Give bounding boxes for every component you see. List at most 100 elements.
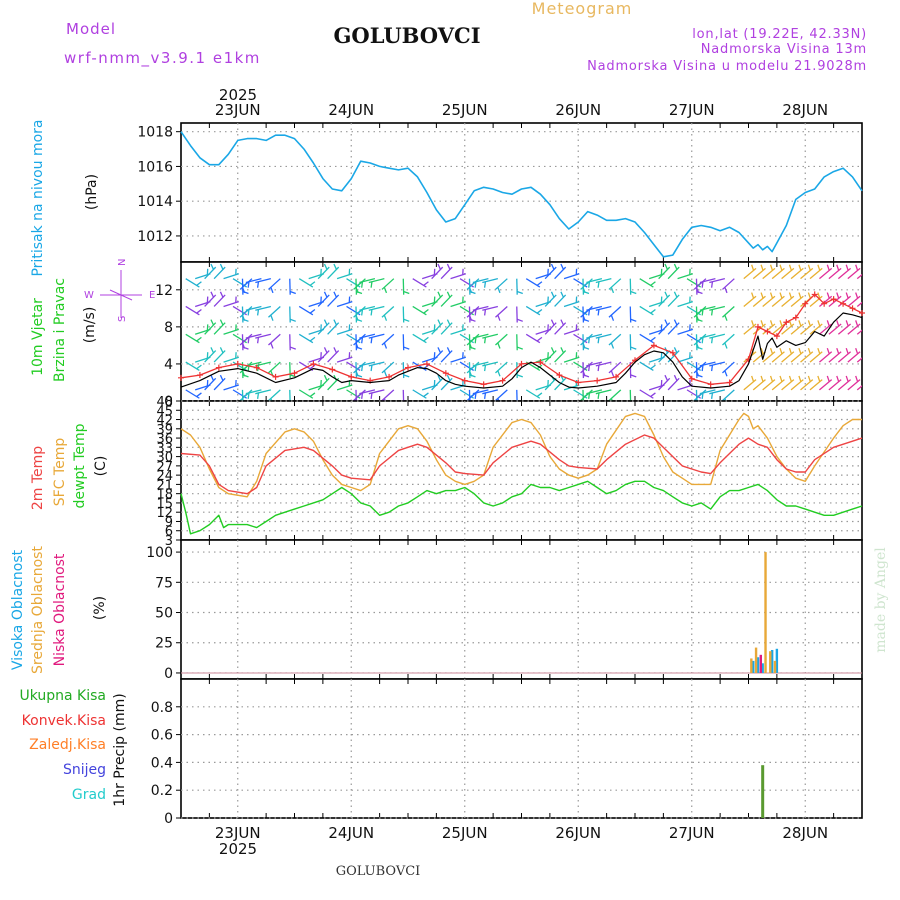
compass-south: S <box>117 316 128 322</box>
top-date-label: 23JUN <box>215 101 261 119</box>
legend-freezing-rain: Zaledj.Kisa <box>29 737 106 753</box>
gust-marker <box>849 305 856 312</box>
wind-barb-flag <box>610 314 615 321</box>
wind-barb-flag <box>403 374 410 378</box>
y-tick-label: 9 <box>165 515 173 530</box>
wind-barb-flag <box>673 374 678 381</box>
wind-barb-flag <box>256 392 260 399</box>
wind-barb-flag <box>423 281 429 286</box>
wind-barb-flag <box>247 337 250 344</box>
wind-barb-flag <box>817 320 821 327</box>
gust-marker <box>650 342 657 349</box>
wind-barb-flag <box>323 291 328 298</box>
temp-2m-line <box>180 434 863 495</box>
panel-frame <box>180 122 863 263</box>
wind-barb-flag <box>751 375 755 382</box>
temp2m-ylabel: 2m Temp <box>30 446 46 510</box>
bottom-date-labels: 23JUN 24JUN 25JUN 26JUN 27JUN 28JUN <box>215 824 828 842</box>
wind-barb-flag <box>724 314 728 321</box>
top-date-label: 26JUN <box>555 101 601 119</box>
wind-barb-flag <box>760 292 764 299</box>
wind-barb-flag <box>468 314 473 321</box>
y-tick-label: 15 <box>156 497 173 512</box>
gust-marker <box>461 377 468 384</box>
year-top: 2025 <box>219 86 257 104</box>
cloud-low-ylabel: Niska Oblacnost <box>52 553 68 666</box>
wind-barb-flag <box>468 287 473 294</box>
wind-barb-flag <box>588 281 591 288</box>
wind-barb-flag <box>270 287 274 294</box>
wind-barb-flag <box>474 309 477 316</box>
wind-barb-flag <box>219 291 224 298</box>
wind-barb-flag <box>309 309 316 314</box>
top-date-label: 27JUN <box>669 101 715 119</box>
bottom-date-label: 26JUN <box>555 824 601 842</box>
cloud-bar <box>770 649 774 673</box>
wind-barb-flag <box>468 342 473 349</box>
wind-barb-flag <box>560 319 565 326</box>
wind-barb-flag <box>710 309 714 316</box>
wind-barb-flag <box>289 290 296 295</box>
top-date-label: 24JUN <box>328 101 374 119</box>
wind-barb-flag <box>361 309 364 316</box>
y-tick-label: 0.4 <box>151 755 173 771</box>
product-title: Meteogram <box>532 0 633 18</box>
wind-ylabel-1: 10m Vjetar <box>30 298 46 376</box>
legend-convective-rain: Konvek.Kisa <box>22 713 106 729</box>
wind-barb-flag <box>836 320 840 327</box>
wind-barb-flag <box>788 347 793 355</box>
y-tick-label: 1018 <box>137 125 173 141</box>
footer-station: GOLUBOVCI <box>336 864 421 879</box>
cloud-bar <box>773 660 777 673</box>
wind-barb-flag <box>210 291 215 298</box>
wind-barb-flag <box>724 287 728 294</box>
y-tick-label: 21 <box>156 478 173 493</box>
wind-barb-flag <box>701 392 704 399</box>
model-elevation-label: Nadmorska Visina u modelu 21.9028m <box>587 59 867 74</box>
wind-barb-flag <box>497 314 501 321</box>
wind-barb-flag <box>550 319 555 326</box>
wind-barb-flag <box>219 319 224 326</box>
gust-marker <box>291 370 298 377</box>
cloud-bar <box>756 657 760 673</box>
legend-snow: Snijeg <box>63 762 106 778</box>
wind-barb-flag <box>403 346 410 350</box>
wind-barb-flag <box>323 319 328 326</box>
y-tick-label: 18 <box>156 488 173 503</box>
wind-barb-flag <box>323 374 328 381</box>
tempsfc-ylabel: SFC Temp <box>52 438 68 507</box>
y-tick-label: 27 <box>156 460 173 475</box>
wind-barb-flag <box>536 392 543 398</box>
wind-barb-flag <box>779 375 783 382</box>
wind-barb-flag <box>516 374 523 378</box>
wind-barb-flag <box>807 320 811 327</box>
wind-barb-flag <box>701 309 704 316</box>
gust-marker <box>386 373 393 380</box>
wind-barb-flag <box>560 291 565 298</box>
wind-barb-flag <box>865 293 867 299</box>
wind-barb-flag <box>309 392 316 398</box>
y-tick-label: 45 <box>156 404 173 419</box>
y-tick-label: 0 <box>164 811 173 827</box>
compass-north: N <box>117 259 128 266</box>
wind-barb-flag <box>323 347 328 354</box>
y-tick-label: 30 <box>156 451 173 466</box>
wind-barb-flag <box>355 342 359 349</box>
wind-barb-flag <box>241 314 246 321</box>
wind-barb-flag <box>710 337 714 344</box>
wind-barb-flag <box>474 281 477 288</box>
wind-barb-flag <box>383 370 388 377</box>
wind-barb <box>856 273 862 280</box>
wind-barb-flag <box>724 342 728 349</box>
wind-barb-flag <box>355 370 359 377</box>
gust-marker <box>442 370 449 377</box>
model-label: Model <box>66 20 116 38</box>
top-date-label: 28JUN <box>782 101 828 119</box>
gust-marker <box>802 300 809 307</box>
pressure-ylabel: Pritisak na nivou mora <box>30 119 46 276</box>
wind-barb-flag <box>865 320 867 326</box>
wind-barb-flag <box>807 347 811 355</box>
wind-barb-flag <box>650 336 656 342</box>
wind-barb-flag <box>695 314 700 321</box>
